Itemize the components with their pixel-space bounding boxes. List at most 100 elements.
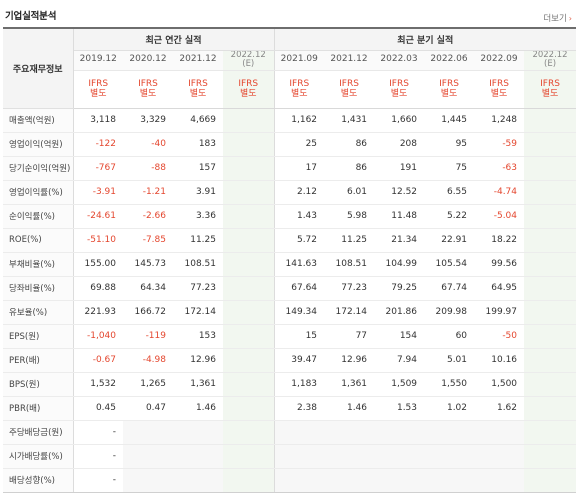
table-cell bbox=[424, 420, 475, 445]
row-label: BPS(원) bbox=[3, 372, 74, 397]
table-cell bbox=[474, 468, 525, 493]
table-cell bbox=[524, 420, 577, 445]
table-row: PER(배) -0.67 -4.98 12.96 39.47 12.96 7.94 5.01 1… bbox=[3, 348, 577, 373]
table-cell: 64.34 bbox=[123, 276, 173, 301]
table-cell: -767 bbox=[73, 156, 123, 181]
table-cell: 3,118 bbox=[73, 108, 123, 133]
table-cell: -1.21 bbox=[123, 180, 173, 205]
table-cell bbox=[173, 468, 223, 493]
table-cell: -88 bbox=[123, 156, 173, 181]
table-cell: 2.38 bbox=[274, 396, 325, 421]
period-header: 2021.09 bbox=[274, 50, 325, 71]
table-cell: 3,329 bbox=[123, 108, 173, 133]
table-cell bbox=[524, 108, 577, 133]
table-cell bbox=[524, 468, 577, 493]
section-header: 기업실적분석 더보기 › bbox=[0, 0, 580, 30]
table-cell: 166.72 bbox=[123, 300, 173, 325]
table-row: 순이익률(%) -24.61 -2.66 3.36 1.43 5.98 11.48 5.22-… bbox=[3, 204, 577, 229]
table-cell: 2.12 bbox=[274, 180, 325, 205]
table-cell: 1,509 bbox=[374, 372, 425, 397]
table-cell bbox=[223, 252, 275, 277]
table-cell: 12.96 bbox=[173, 348, 223, 373]
table-cell bbox=[374, 444, 425, 469]
table-cell: 149.34 bbox=[274, 300, 325, 325]
table-cell: 1.46 bbox=[173, 396, 223, 421]
basis-header: IFRS 별도 bbox=[173, 70, 223, 109]
table-cell bbox=[524, 204, 577, 229]
table-cell: 105.54 bbox=[424, 252, 475, 277]
table-cell: 1.02 bbox=[424, 396, 475, 421]
table-cell: -0.67 bbox=[73, 348, 123, 373]
table-cell bbox=[223, 324, 275, 349]
chevron-right-icon: › bbox=[568, 14, 572, 23]
row-label: 유보율(%) bbox=[3, 300, 74, 325]
table-cell: -1,040 bbox=[73, 324, 123, 349]
table-body: 매출액(억원) 3,118 3,329 4,669 1,162 1,431 1,660 1,4… bbox=[3, 108, 577, 493]
table-cell: 1,162 bbox=[274, 108, 325, 133]
table-cell: 75 bbox=[424, 156, 475, 181]
more-link[interactable]: 더보기 › bbox=[543, 12, 572, 24]
table-cell bbox=[223, 300, 275, 325]
table-cell: 1.46 bbox=[324, 396, 375, 421]
table-cell: 21.34 bbox=[374, 228, 425, 253]
period-header: 2022.06 bbox=[424, 50, 475, 71]
table-cell bbox=[223, 108, 275, 133]
table-cell: - bbox=[73, 468, 123, 493]
table-row: 유보율(%) 221.93 166.72 172.14 149.34 172.14 201.… bbox=[3, 300, 577, 325]
corner-header: 주요재무정보 bbox=[3, 27, 74, 109]
table-cell: 221.93 bbox=[73, 300, 123, 325]
table-cell: 1,248 bbox=[474, 108, 525, 133]
table-cell bbox=[274, 444, 325, 469]
table-cell bbox=[223, 420, 275, 445]
basis-header: IFRS 별도 bbox=[73, 70, 123, 109]
table-cell bbox=[223, 276, 275, 301]
table-cell: 77.23 bbox=[173, 276, 223, 301]
table-cell bbox=[223, 348, 275, 373]
table-cell: 1,500 bbox=[474, 372, 525, 397]
table-cell bbox=[474, 444, 525, 469]
table-cell: -50 bbox=[474, 324, 525, 349]
table-cell: 183 bbox=[173, 132, 223, 157]
table-cell bbox=[474, 420, 525, 445]
table-cell bbox=[324, 468, 375, 493]
table-row: 영업이익률(%) -3.91 -1.21 3.91 2.12 6.01 12.52 6.55-… bbox=[3, 180, 577, 205]
table-cell bbox=[223, 156, 275, 181]
table-row: EPS(원) -1,040 -119 153 15 77 154 60 -50 bbox=[3, 324, 577, 349]
table-cell bbox=[123, 468, 173, 493]
row-label: 배당성향(%) bbox=[3, 468, 74, 493]
row-label: PBR(배) bbox=[3, 396, 74, 421]
table-cell: -63 bbox=[474, 156, 525, 181]
table-cell bbox=[123, 420, 173, 445]
table-cell bbox=[223, 132, 275, 157]
table-row: PBR(배) 0.45 0.47 1.46 2.38 1.46 1.53 1.02 1.62 bbox=[3, 396, 577, 421]
table-cell: 155.00 bbox=[73, 252, 123, 277]
annual-group-header: 최근 연간 실적 bbox=[73, 27, 275, 51]
table-cell: 1,445 bbox=[424, 108, 475, 133]
table-cell: -122 bbox=[73, 132, 123, 157]
table-cell: 77.23 bbox=[324, 276, 375, 301]
table-cell bbox=[524, 156, 577, 181]
table-cell: 6.01 bbox=[324, 180, 375, 205]
table-cell: 199.97 bbox=[474, 300, 525, 325]
table-cell: 1.62 bbox=[474, 396, 525, 421]
table-cell: 172.14 bbox=[173, 300, 223, 325]
table-cell bbox=[274, 468, 325, 493]
table-cell bbox=[524, 252, 577, 277]
row-label: 영업이익률(%) bbox=[3, 180, 74, 205]
table-row: 배당성향(%) - bbox=[3, 468, 577, 493]
row-label: 매출액(억원) bbox=[3, 108, 74, 133]
table-cell: 60 bbox=[424, 324, 475, 349]
table-cell: 22.91 bbox=[424, 228, 475, 253]
row-label: PER(배) bbox=[3, 348, 74, 373]
table-cell: 3.36 bbox=[173, 204, 223, 229]
table-cell: 145.73 bbox=[123, 252, 173, 277]
table-cell: 86 bbox=[324, 156, 375, 181]
table-cell: 17 bbox=[274, 156, 325, 181]
period-header: 2021.12 bbox=[324, 50, 375, 71]
table-row: BPS(원) 1,532 1,265 1,361 1,183 1,361 1,509 1,55… bbox=[3, 372, 577, 397]
table-cell bbox=[524, 444, 577, 469]
table-cell: 153 bbox=[173, 324, 223, 349]
table-cell: 201.86 bbox=[374, 300, 425, 325]
table-cell bbox=[274, 420, 325, 445]
table-cell: -59 bbox=[474, 132, 525, 157]
